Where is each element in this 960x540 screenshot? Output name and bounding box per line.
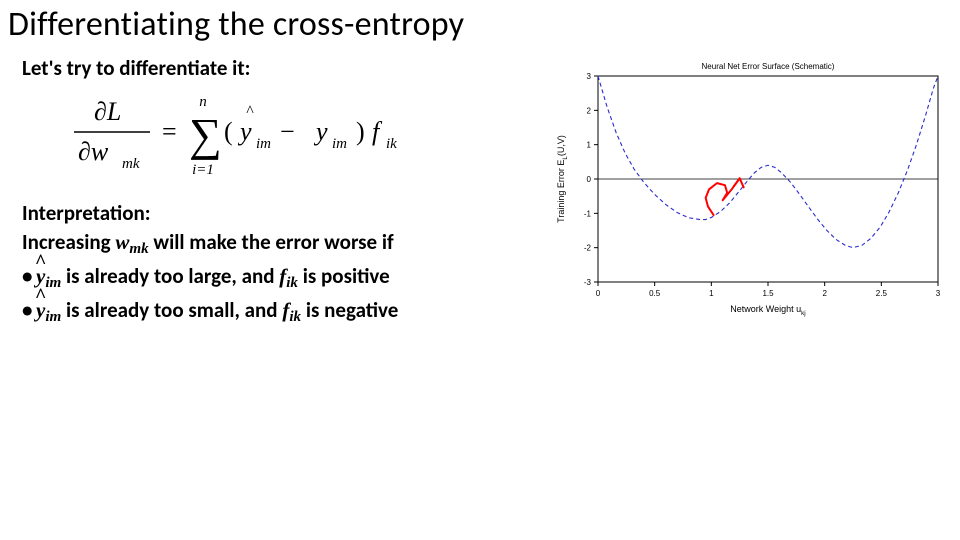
w-var: w bbox=[115, 230, 129, 254]
svg-text:1.5: 1.5 bbox=[762, 289, 774, 298]
slide: Differentiating the cross-entropy Let's … bbox=[0, 0, 960, 540]
svg-text:-1: -1 bbox=[584, 209, 592, 218]
svg-text:y: y bbox=[313, 117, 328, 146]
svg-text:-3: -3 bbox=[584, 278, 592, 287]
svg-text:∑: ∑ bbox=[189, 109, 222, 160]
increasing-post: will make the error worse if bbox=[149, 229, 394, 255]
svg-text:y: y bbox=[237, 117, 252, 146]
svg-text:=: = bbox=[162, 117, 177, 146]
svg-text:0: 0 bbox=[596, 289, 601, 298]
lets-try-text: Let's try to differentiate it: bbox=[22, 55, 250, 81]
yhat-2-sub: im bbox=[45, 310, 61, 326]
f-2-sub: ik bbox=[289, 310, 301, 326]
error-surface-chart: 0 0.5 1 1.5 2 2.5 3 -3 -2 -1 0 1 2 3 Neural Net Error … bbox=[550, 58, 950, 318]
svg-text:2: 2 bbox=[822, 289, 827, 298]
svg-text:Network Weight ukj: Network Weight ukj bbox=[730, 304, 805, 317]
increasing-line: Increasing wmk will make the error worse… bbox=[22, 228, 542, 260]
interpretation-heading: Interpretation: bbox=[22, 199, 542, 227]
svg-text:Training Error EL(U,V): Training Error EL(U,V) bbox=[556, 135, 569, 223]
yhat-2: y bbox=[36, 295, 45, 325]
svg-text:∂L: ∂L bbox=[94, 97, 121, 126]
bullet-2: yim is already too small, and fik is neg… bbox=[22, 295, 542, 329]
bullet-list: yim is already too large, and fik is pos… bbox=[22, 261, 542, 329]
svg-text:1: 1 bbox=[587, 141, 592, 150]
svg-text:∂w: ∂w bbox=[78, 137, 109, 166]
gradient-equation: ∂L ∂w mk = ∑ n i=1 ( ^ y im − y im ) f bbox=[22, 88, 442, 180]
slide-title: Differentiating the cross-entropy bbox=[8, 4, 464, 45]
bullet-1: yim is already too large, and fik is pos… bbox=[22, 261, 542, 295]
svg-text:3: 3 bbox=[936, 289, 941, 298]
svg-text:n: n bbox=[199, 94, 207, 110]
svg-text:-2: -2 bbox=[584, 244, 592, 253]
bullet-2-mid: is already too small, and bbox=[61, 297, 282, 323]
svg-text:0.5: 0.5 bbox=[649, 289, 661, 298]
yhat-1-sub: im bbox=[45, 276, 61, 292]
bullet-1-end: is positive bbox=[298, 263, 390, 289]
w-sub: mk bbox=[129, 241, 148, 257]
svg-text:im: im bbox=[256, 136, 271, 152]
svg-text:1: 1 bbox=[709, 289, 714, 298]
bullet-1-mid: is already too large, and bbox=[61, 263, 279, 289]
svg-text:): ) bbox=[356, 117, 365, 146]
svg-text:2.5: 2.5 bbox=[876, 289, 888, 298]
svg-text:im: im bbox=[332, 136, 347, 152]
svg-text:i=1: i=1 bbox=[192, 162, 214, 178]
svg-text:−: − bbox=[280, 117, 295, 146]
f-1-sub: ik bbox=[286, 276, 298, 292]
interpretation-text: Interpretation: bbox=[22, 200, 151, 226]
lets-try-line: Let's try to differentiate it: bbox=[22, 54, 542, 82]
svg-text:0: 0 bbox=[587, 175, 592, 184]
left-column: Let's try to differentiate it: ∂L ∂w mk … bbox=[22, 54, 542, 330]
svg-text:3: 3 bbox=[587, 72, 592, 81]
svg-text:f: f bbox=[372, 117, 383, 146]
svg-text:mk: mk bbox=[122, 156, 140, 172]
bullet-2-end: is negative bbox=[301, 297, 398, 323]
svg-text:Neural Net Error Surface (Sche: Neural Net Error Surface (Schematic) bbox=[702, 62, 835, 71]
svg-text:(: ( bbox=[224, 117, 233, 146]
svg-text:2: 2 bbox=[587, 106, 592, 115]
svg-text:ik: ik bbox=[386, 136, 397, 152]
